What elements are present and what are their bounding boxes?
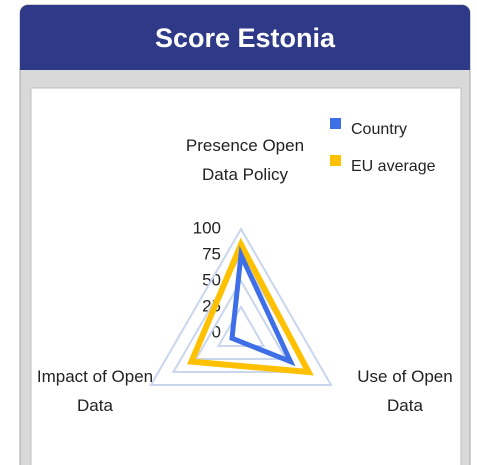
plot-panel [30,87,462,465]
r-tick-label: 75 [202,244,221,263]
legend-label: Country [351,121,407,138]
legend-swatch [330,118,341,129]
r-tick-label: 0 [212,322,221,341]
card-header [20,5,470,70]
grid-ring [216,305,266,347]
series-polygon [187,237,314,376]
legend-swatch [330,155,341,166]
series-polygon [229,245,296,367]
grid-ring [194,279,288,360]
chart-title: Score Estonia [155,23,336,53]
legend-label: EU average [351,158,436,175]
axis-label: Presence Open Data Policy [185,136,305,184]
r-tick-label: 100 [193,218,221,237]
grid-ring [149,227,333,386]
axis-label: Use of Open Data [357,367,453,415]
axis-label: Impact of Open Data [36,367,154,415]
